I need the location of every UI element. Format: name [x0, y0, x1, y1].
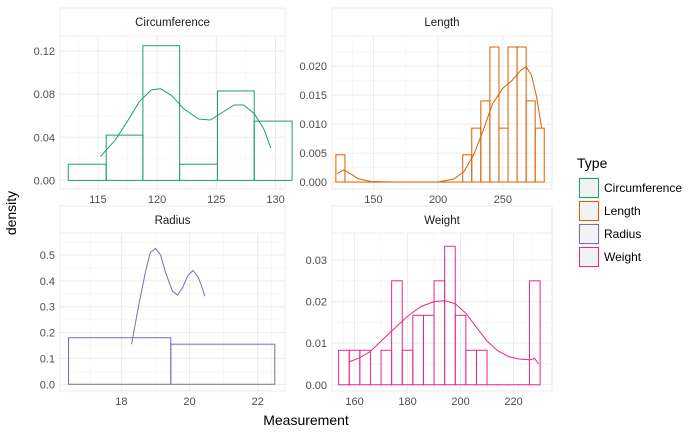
y-tick-label-radius: 0.2 — [40, 328, 55, 340]
x-tick-label-length: 150 — [364, 194, 382, 206]
legend-key-background — [578, 223, 600, 245]
facet-panel-radius: Radius 0.0 0.1 0.2 0.3 0.4 0.5 18 20 22 — [40, 206, 285, 408]
y-tick-label-length: 0.000 — [299, 177, 327, 189]
x-tick-label-circumference: 130 — [266, 194, 284, 206]
legend-title: Type — [577, 155, 608, 171]
y-tick-label-length: 0.010 — [299, 119, 327, 131]
y-tick-label-length: 0.015 — [299, 90, 327, 102]
x-tick-label-weight: 180 — [398, 396, 416, 408]
panel-background-circumference — [60, 36, 285, 189]
x-tick-label-radius: 22 — [252, 396, 264, 408]
y-tick-label-length: 0.005 — [299, 148, 327, 160]
panel-background-radius — [60, 233, 285, 391]
y-axis-title: density — [3, 191, 19, 235]
x-tick-label-radius: 18 — [115, 396, 127, 408]
facet-panel-circumference: Circumference 0.00 0.04 0.08 0.12 115 120 125 13… — [34, 8, 293, 206]
x-tick-label-circumference: 115 — [89, 194, 107, 206]
x-axis-title: Measurement — [263, 412, 349, 428]
x-tick-label-circumference: 125 — [207, 194, 225, 206]
y-tick-label-circumference: 0.04 — [34, 132, 55, 144]
x-tick-label-weight: 200 — [451, 396, 469, 408]
facet-panel-weight: Weight 0.00 0.01 0.02 0.03 160 180 200 220 — [306, 206, 552, 408]
x-tick-label-length: 200 — [429, 194, 447, 206]
y-tick-label-circumference: 0.00 — [34, 175, 55, 187]
y-tick-label-weight: 0.03 — [306, 255, 327, 267]
facet-panel-length: Length 0.000 0.005 0.010 0.015 0.020 150 200 250 — [299, 8, 552, 206]
y-tick-label-radius: 0.0 — [40, 379, 55, 391]
legend-label-circumference: Circumference — [604, 181, 682, 195]
x-tick-label-weight: 160 — [345, 396, 363, 408]
legend-key-background — [578, 246, 600, 268]
x-tick-label-circumference: 120 — [148, 194, 166, 206]
panel-background-length — [332, 36, 552, 189]
y-tick-label-radius: 0.5 — [40, 250, 55, 262]
x-tick-label-weight: 220 — [504, 396, 522, 408]
y-tick-label-weight: 0.02 — [306, 297, 327, 309]
y-tick-label-weight: 0.00 — [306, 380, 327, 392]
legend-key-background — [578, 200, 600, 222]
y-tick-label-weight: 0.01 — [306, 338, 327, 350]
y-tick-label-radius: 0.1 — [40, 353, 55, 365]
y-tick-label-radius: 0.3 — [40, 302, 55, 314]
strip-label-weight: Weight — [424, 215, 460, 227]
y-tick-label-radius: 0.4 — [40, 276, 55, 288]
y-tick-label-circumference: 0.12 — [34, 46, 55, 58]
strip-label-circumference: Circumference — [135, 17, 210, 29]
x-tick-label-radius: 20 — [183, 396, 195, 408]
legend-key-background — [578, 177, 600, 199]
strip-label-length: Length — [424, 17, 459, 29]
strip-label-radius: Radius — [155, 215, 191, 227]
panel-background-weight — [332, 233, 552, 391]
y-tick-label-length: 0.020 — [299, 61, 327, 73]
legend-label-weight: Weight — [604, 250, 642, 264]
y-tick-label-circumference: 0.08 — [34, 89, 55, 101]
legend-label-radius: Radius — [604, 227, 641, 241]
legend-label-length: Length — [604, 204, 641, 218]
x-tick-label-length: 250 — [494, 194, 512, 206]
